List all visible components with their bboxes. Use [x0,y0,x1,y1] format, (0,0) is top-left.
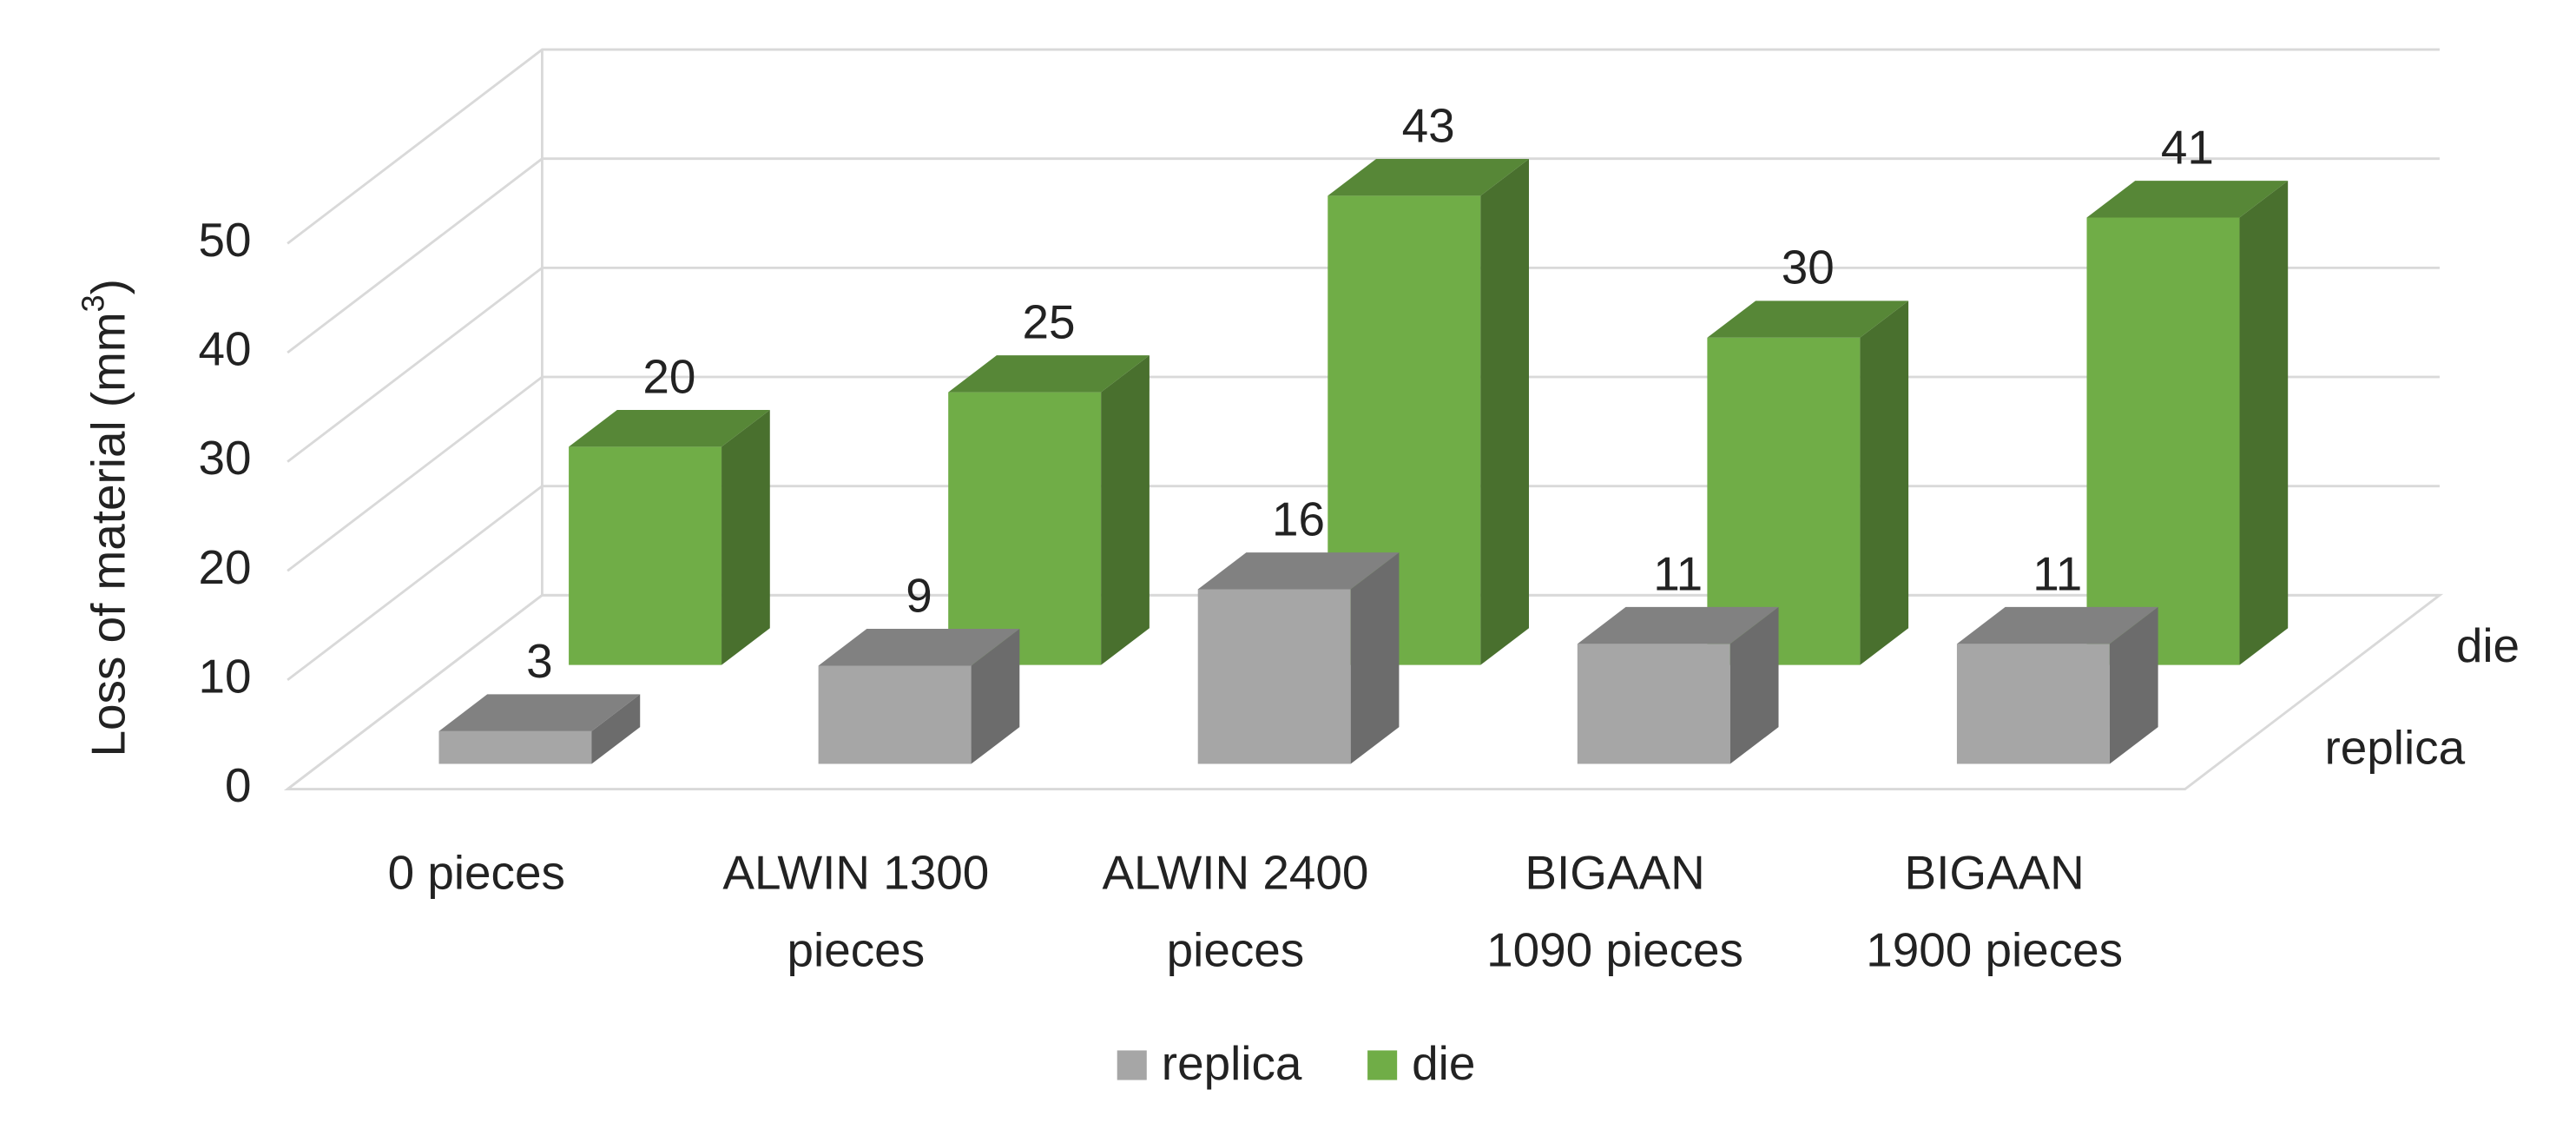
bar-front [1328,195,1481,665]
bar-side [2239,181,2289,665]
bar-side [721,409,770,665]
value-label: 30 [1782,241,1835,294]
y-tick-label: 20 [198,540,251,594]
bar-side [1350,552,1400,764]
x-tick-label: 1900 pieces [1866,922,2123,976]
value-label: 41 [2161,121,2214,175]
y-axis-label-sup: 3 [75,294,110,312]
y-axis-label-text: Loss of material (mm [81,312,135,756]
bar-front [1956,644,2110,764]
y-axis-label: Loss of material (mm3) [75,279,135,756]
bar-side [1729,606,1779,764]
legend-label: replica [1162,1036,1302,1090]
y-tick-label: 40 [198,321,251,375]
bar-front [1577,644,1730,764]
bar [1707,301,1909,665]
legend-swatch [1367,1050,1398,1080]
bar-side [1860,301,1909,665]
value-label: 16 [1272,492,1325,546]
bar-front [1197,589,1351,764]
value-label: 25 [1023,295,1076,349]
bar-front [2086,217,2240,665]
value-label: 3 [526,634,553,688]
bar [2086,181,2289,665]
bar [438,694,641,764]
bar [948,355,1150,665]
bar-top [1956,606,2158,644]
bar-front [948,392,1102,665]
x-tick-label: ALWIN 1300 [722,845,989,899]
value-label: 11 [2032,546,2082,600]
depth-label: die [2456,618,2520,672]
x-tick-label: BIGAAN [1904,845,2084,899]
bar [569,409,770,665]
bar-top [2086,181,2289,218]
x-tick-label: pieces [787,922,926,976]
y-tick-label: 10 [198,649,251,703]
bar [1577,606,1779,764]
x-tick-label: pieces [1167,922,1305,976]
bar-front [818,665,972,764]
x-tick-label: 1090 pieces [1486,922,1743,976]
bar [1328,158,1529,665]
bar-top [438,694,641,731]
bar-top [1328,158,1529,196]
x-tick-label: 0 pieces [388,845,565,899]
bar-top [948,355,1150,393]
y-tick-label: 0 [225,758,252,812]
bar-top [569,409,770,447]
bar-side [591,694,641,764]
value-label: 20 [642,349,695,403]
legend-label: die [1412,1036,1475,1090]
bar [1197,552,1400,764]
bar [818,629,1020,764]
x-tick-label: ALWIN 2400 [1102,845,1368,899]
legend-swatch [1117,1050,1147,1080]
bar-top [1707,301,1909,338]
bar-front [1707,337,1861,665]
bar-side [1101,355,1150,665]
bar-top [1197,552,1400,590]
x-tick-label: BIGAAN [1525,845,1704,899]
bar-side [971,629,1020,764]
bar-side [1480,158,1529,665]
bar-front [569,446,722,665]
depth-label: replica [2324,721,2465,775]
bar-top [818,629,1020,666]
bar-top [1577,606,1779,644]
bar-front [438,730,592,764]
bar-side [2109,606,2158,764]
value-label: 43 [1402,98,1455,152]
value-label: 9 [906,568,932,622]
y-tick-label: 30 [198,431,251,485]
y-tick-label: 50 [198,213,251,267]
value-label: 11 [1653,546,1703,600]
y-axis-label-end: ) [81,279,135,294]
bar [1956,606,2158,764]
